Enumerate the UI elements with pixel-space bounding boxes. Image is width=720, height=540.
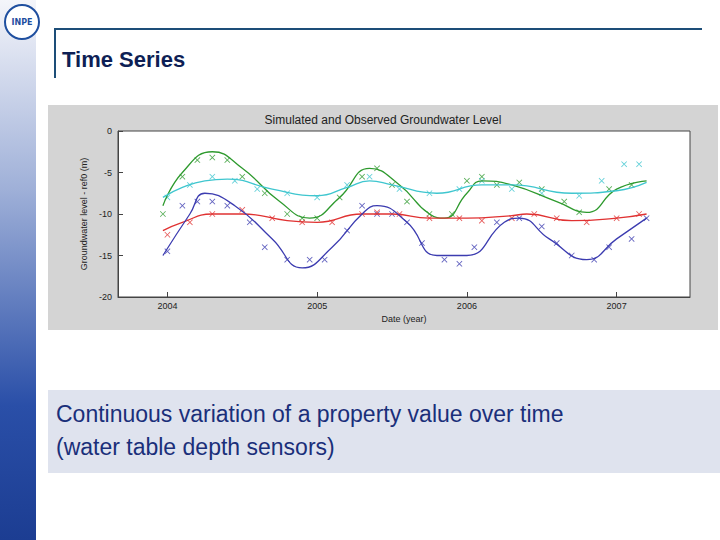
svg-text:Date (year): Date (year) bbox=[381, 314, 426, 324]
svg-text:Simulated and Observed Groundw: Simulated and Observed Groundwater Level bbox=[265, 113, 502, 127]
svg-text:2004: 2004 bbox=[157, 301, 177, 311]
svg-text:2005: 2005 bbox=[307, 301, 327, 311]
svg-text:Groundwater level - ref0 (m): Groundwater level - ref0 (m) bbox=[79, 158, 89, 271]
svg-text:-10: -10 bbox=[99, 209, 112, 219]
html-text:INPE: INPE bbox=[11, 17, 33, 27]
html-text:(water table depth sensors): (water table depth sensors) bbox=[56, 434, 335, 460]
html-text:Continuous variation of a prop: Continuous variation of a property value… bbox=[56, 401, 564, 427]
svg-text:0: 0 bbox=[107, 126, 112, 136]
html-text:Time Series: Time Series bbox=[62, 47, 186, 72]
svg-text:2006: 2006 bbox=[457, 301, 477, 311]
svg-text:-5: -5 bbox=[104, 168, 112, 178]
svg-text:2007: 2007 bbox=[607, 301, 627, 311]
svg-text:-15: -15 bbox=[99, 251, 112, 261]
svg-text:-20: -20 bbox=[99, 292, 112, 302]
